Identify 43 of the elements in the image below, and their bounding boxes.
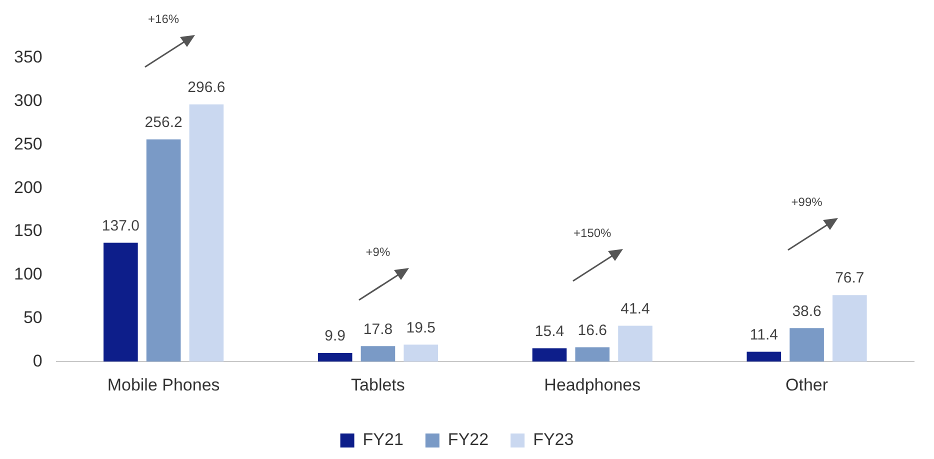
- data-label: 76.7: [835, 270, 864, 287]
- y-tick-label: 200: [14, 178, 42, 197]
- y-tick-label: 150: [14, 221, 42, 240]
- data-label: 19.5: [406, 319, 436, 336]
- bar: [404, 344, 438, 362]
- data-label: 137.0: [102, 217, 140, 234]
- bar: [189, 104, 224, 362]
- y-tick-label: 250: [14, 134, 42, 154]
- annotation: +9%: [364, 244, 392, 259]
- bar: [746, 352, 782, 362]
- y-tick-label: 0: [32, 351, 42, 370]
- x-tick-label: Mobile Phones: [107, 375, 220, 394]
- x-tick-label: Headphones: [544, 375, 641, 394]
- bar: [532, 348, 567, 362]
- legend-label: FY21: [362, 430, 404, 450]
- bar: [146, 139, 181, 362]
- legend-label: FY22: [448, 430, 489, 450]
- bar: [618, 326, 652, 362]
- data-label: 17.8: [363, 320, 393, 338]
- x-tick-label: Tablets: [351, 375, 405, 394]
- data-label: 41.4: [620, 300, 650, 318]
- bar: [360, 346, 396, 362]
- bar: [318, 353, 352, 362]
- y-tick-label: 50: [23, 308, 42, 327]
- y-tick-label: 300: [14, 91, 42, 110]
- bar: [575, 347, 610, 362]
- data-label: 16.6: [578, 322, 607, 339]
- data-label: 9.9: [324, 328, 346, 345]
- legend-label: FY23: [533, 430, 574, 450]
- data-label: 15.4: [534, 322, 564, 340]
- data-label: 38.6: [792, 302, 822, 320]
- bar: [104, 242, 138, 362]
- data-label: 296.6: [188, 78, 226, 96]
- annotation: +99%: [790, 195, 824, 210]
- text: +16%: [147, 12, 180, 26]
- bar: [832, 295, 867, 362]
- bar: [790, 328, 824, 362]
- y-tick-label: 100: [14, 264, 42, 284]
- x-tick-label: Other: [786, 375, 828, 394]
- annotation: +150%: [572, 226, 612, 240]
- data-label: 256.2: [144, 114, 182, 132]
- y-tick-label: 350: [14, 48, 42, 67]
- data-label: 11.4: [750, 326, 778, 344]
